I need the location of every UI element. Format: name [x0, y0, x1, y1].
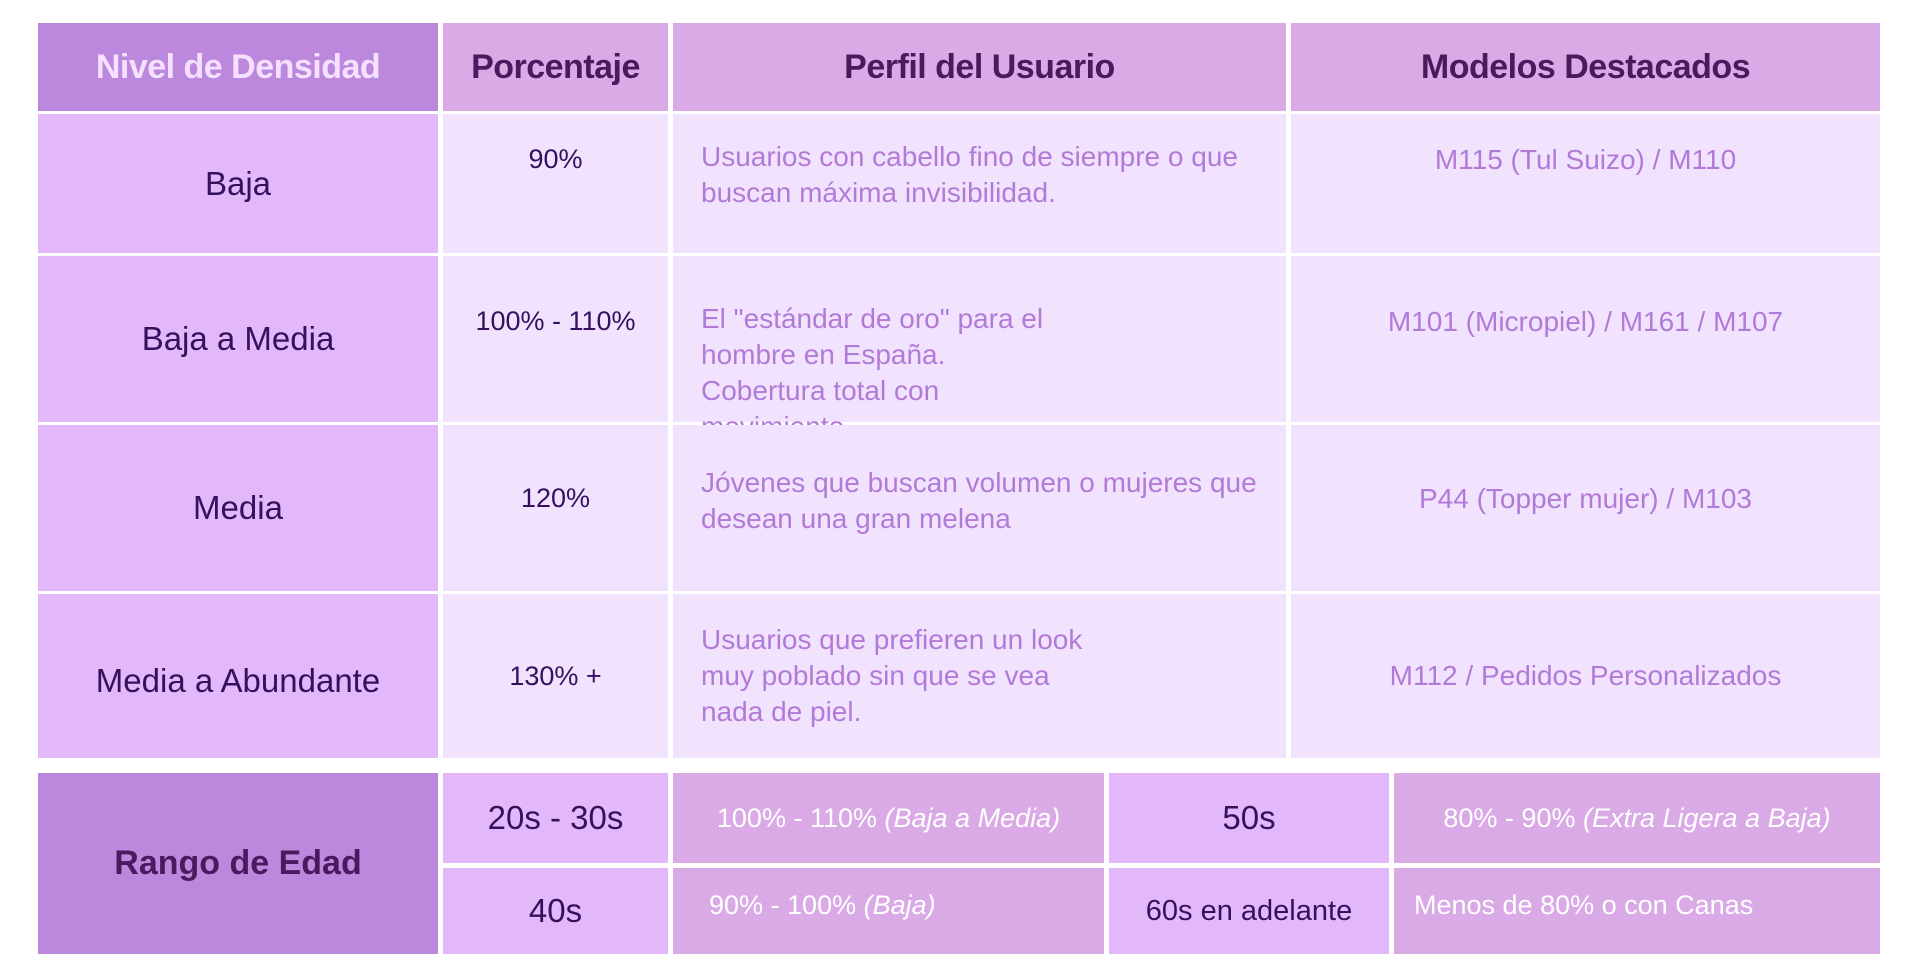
- row-porcentaje: 90%: [443, 114, 668, 253]
- age-density-cell: Menos de 80% o con Canas: [1394, 868, 1880, 954]
- row-porcentaje: 120%: [443, 425, 668, 591]
- row-modelos: P44 (Topper mujer) / M103: [1291, 425, 1880, 591]
- age-range-label: Rango de Edad: [38, 773, 438, 954]
- row-perfil: Usuarios que prefieren un look muy pobla…: [673, 594, 1286, 758]
- age-density-cell: 100% - 110% (Baja a Media): [673, 773, 1104, 863]
- row-perfil: Jóvenes que buscan volumen o mujeres que…: [673, 425, 1286, 591]
- row-nivel: Baja: [38, 114, 438, 253]
- row-nivel: Media: [38, 425, 438, 591]
- row-porcentaje: 100% - 110%: [443, 256, 668, 422]
- row-perfil: Usuarios con cabello fino de siempre o q…: [673, 114, 1286, 253]
- row-perfil: El "estándar de oro" para el hombre en E…: [673, 256, 1286, 442]
- age-density-cell: 80% - 90% (Extra Ligera a Baja): [1394, 773, 1880, 863]
- header-nivel: Nivel de Densidad: [38, 23, 438, 111]
- density-value: 80% - 90%: [1443, 802, 1576, 833]
- density-value: Menos de 80% o con Canas: [1414, 889, 1754, 920]
- row-modelos: M115 (Tul Suizo) / M110: [1291, 114, 1880, 253]
- age-cell: 60s en adelante: [1109, 868, 1389, 954]
- age-density-cell: 90% - 100% (Baja): [673, 868, 1104, 954]
- density-note: (Baja): [863, 889, 936, 920]
- row-nivel: Baja a Media: [38, 256, 438, 422]
- age-cell: 40s: [443, 868, 668, 954]
- header-porcentaje: Porcentaje: [443, 23, 668, 111]
- row-modelos: M112 / Pedidos Personalizados: [1291, 594, 1880, 758]
- age-cell: 20s - 30s: [443, 773, 668, 863]
- density-note: (Extra Ligera a Baja): [1582, 802, 1831, 833]
- density-value: 90% - 100%: [709, 889, 857, 920]
- row-modelos: M101 (Micropiel) / M161 / M107: [1291, 256, 1880, 422]
- row-nivel: Media a Abundante: [38, 594, 438, 758]
- density-value: 100% - 110%: [716, 802, 877, 833]
- density-note: (Baja a Media): [884, 802, 1061, 833]
- row-porcentaje: 130% +: [443, 594, 668, 758]
- age-cell: 50s: [1109, 773, 1389, 863]
- header-perfil: Perfil del Usuario: [673, 23, 1286, 111]
- header-modelos: Modelos Destacados: [1291, 23, 1880, 111]
